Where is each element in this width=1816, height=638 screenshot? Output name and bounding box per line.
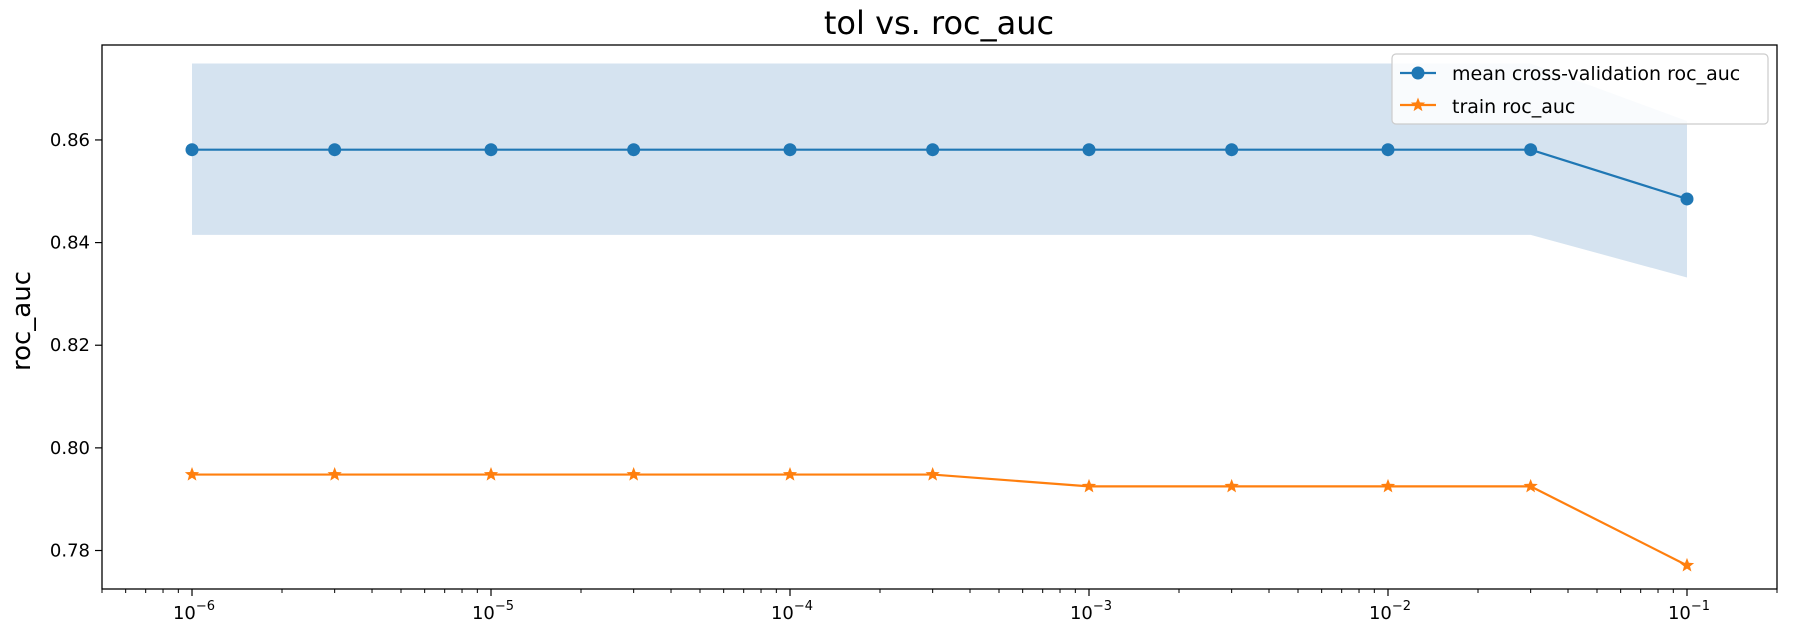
data-point-cv bbox=[783, 143, 797, 157]
y-tick-label: 0.86 bbox=[50, 130, 90, 151]
data-point-train bbox=[327, 467, 342, 481]
y-tick-label: 0.78 bbox=[50, 541, 90, 562]
data-point-train bbox=[1679, 557, 1695, 572]
data-point-cv bbox=[1225, 143, 1239, 157]
x-tick-label: 10−2 bbox=[1369, 599, 1411, 624]
data-point-cv bbox=[1524, 143, 1538, 157]
x-tick-label: 10−3 bbox=[1070, 599, 1112, 624]
chart-title: tol vs. roc_auc bbox=[824, 4, 1054, 42]
data-point-train bbox=[626, 467, 641, 481]
legend-marker-cv bbox=[1411, 66, 1425, 80]
data-point-train bbox=[483, 467, 499, 481]
data-point-train bbox=[782, 467, 798, 481]
data-point-train bbox=[1081, 478, 1097, 493]
data-point-train bbox=[925, 467, 940, 481]
data-point-cv bbox=[1082, 143, 1096, 157]
data-point-train bbox=[1224, 478, 1239, 493]
data-point-cv bbox=[185, 143, 199, 157]
plot-area: 0.78 0.80 0.82 0.84 0.86 10−6 10−5 10−4 10−3 10−2… bbox=[50, 63, 1778, 624]
data-point-train bbox=[1380, 478, 1396, 493]
legend-marker-train bbox=[1410, 97, 1426, 112]
x-tick-label: 10−4 bbox=[771, 599, 813, 624]
y-tick-label: 0.84 bbox=[50, 233, 90, 254]
data-point-cv bbox=[926, 143, 940, 157]
x-tick-label: 10−1 bbox=[1668, 599, 1710, 624]
legend-box bbox=[1391, 53, 1769, 125]
data-point-train bbox=[1523, 478, 1538, 493]
data-point-train bbox=[184, 467, 200, 481]
y-axis-label: roc_auc bbox=[7, 271, 37, 371]
legend-label-cv: mean cross-validation roc_auc bbox=[1452, 63, 1740, 85]
data-point-cv bbox=[1680, 192, 1694, 206]
x-tick-label: 10−6 bbox=[173, 599, 215, 624]
legend: mean cross-validation roc_auc train roc_… bbox=[1391, 53, 1769, 125]
y-tick-label: 0.82 bbox=[50, 335, 90, 356]
legend-label-train: train roc_auc bbox=[1452, 96, 1575, 118]
legend-star-shape bbox=[1410, 97, 1426, 112]
data-point-cv bbox=[1381, 143, 1395, 157]
plot-frame bbox=[101, 44, 1778, 590]
data-point-cv bbox=[627, 143, 641, 157]
data-point-cv bbox=[328, 143, 342, 157]
cv-std-band bbox=[192, 63, 1687, 278]
y-tick-label: 0.80 bbox=[50, 438, 90, 459]
data-point-cv bbox=[484, 143, 498, 157]
x-tick-label: 10−5 bbox=[472, 599, 514, 624]
